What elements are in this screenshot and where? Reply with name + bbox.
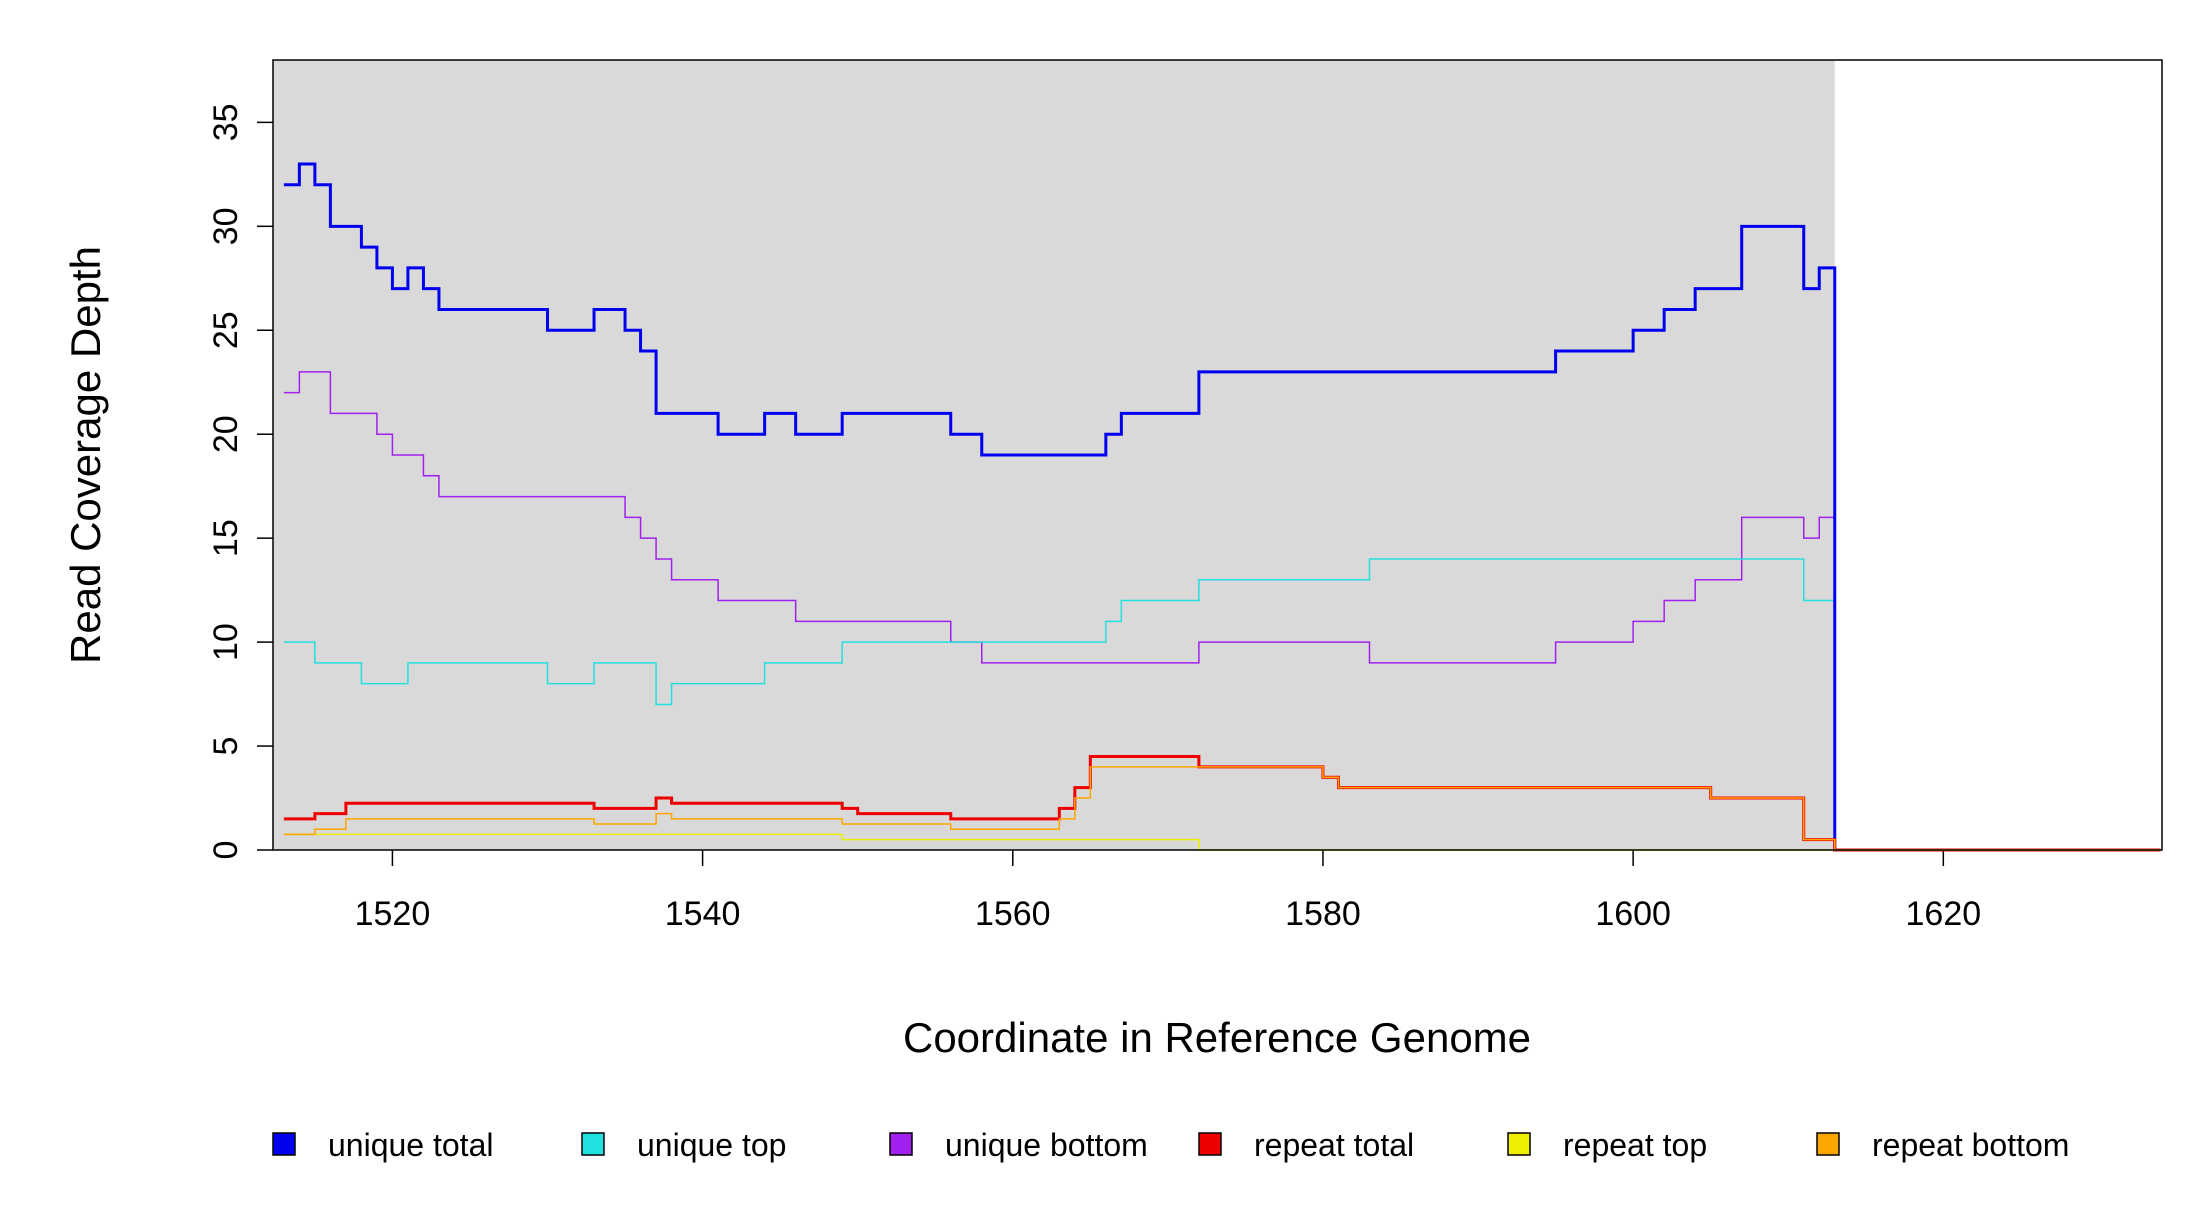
legend-swatch [581,1132,605,1156]
x-tick-label: 1620 [1906,895,1982,933]
legend-label: repeat top [1563,1127,1707,1163]
y-tick-label: 35 [207,103,245,141]
y-tick-label: 15 [207,519,245,557]
legend-label: unique bottom [945,1127,1148,1163]
y-tick-label: 0 [207,841,245,860]
plot-frame [272,59,2163,851]
x-axis-title: Coordinate in Reference Genome [903,1014,1531,1061]
legend-label: repeat bottom [1872,1127,2069,1163]
series-line [283,371,2161,851]
legend-swatch [1198,1132,1222,1156]
y-tick-label: 20 [207,415,245,453]
x-tick-label: 1520 [355,895,431,933]
legend-label: unique top [637,1127,786,1163]
y-axis-title: Read Coverage Depth [62,246,109,664]
x-tick-label: 1580 [1285,895,1361,933]
legend-swatch [889,1132,913,1156]
y-tick-label: 10 [207,623,245,661]
y-tick-label: 30 [207,207,245,245]
x-tick-label: 1600 [1595,895,1671,933]
x-tick-label: 1560 [975,895,1051,933]
series-line [283,162,2161,852]
legend-label: repeat total [1254,1127,1414,1163]
series-line [283,766,2161,851]
y-tick-label: 25 [207,311,245,349]
legend-swatch [1507,1132,1531,1156]
series-line [283,558,2161,851]
legend-swatch [272,1132,296,1156]
legend-swatch [1816,1132,1840,1156]
legend-label: unique total [328,1127,493,1163]
x-tick-label: 1540 [665,895,741,933]
y-tick-label: 5 [207,737,245,756]
